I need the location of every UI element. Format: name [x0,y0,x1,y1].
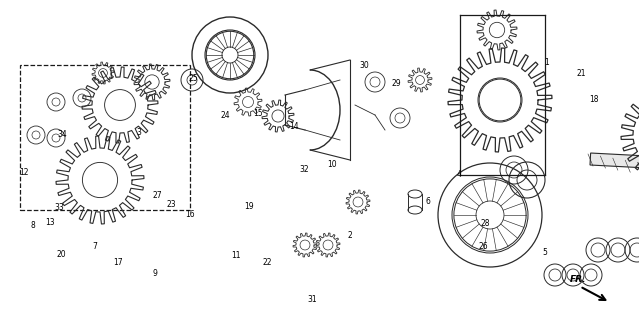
Text: 4: 4 [456,170,461,179]
Text: 32: 32 [299,165,309,174]
Text: 5: 5 [543,248,548,257]
Text: 7: 7 [92,242,97,251]
Text: 3: 3 [137,128,142,137]
Bar [20,65,190,210]
Text: 17: 17 [113,258,123,267]
Text: 22: 22 [263,258,272,267]
Text: 25: 25 [189,74,199,83]
Text: 8: 8 [31,221,36,230]
Text: FR.: FR. [569,275,586,284]
Text: 21: 21 [577,69,586,78]
Text: 24: 24 [220,111,230,120]
Text: 23: 23 [166,200,176,209]
Text: 26: 26 [479,242,489,251]
Text: 11: 11 [232,252,241,260]
Text: 1: 1 [544,58,549,67]
Text: 34: 34 [57,130,67,139]
Text: 19: 19 [244,202,254,211]
Text: 13: 13 [45,218,55,227]
Bar [590,153,639,184]
Text: 29: 29 [391,79,401,88]
Text: 20: 20 [56,250,66,259]
Text: 10: 10 [327,160,337,169]
Text: 9: 9 [153,269,158,278]
Text: 2: 2 [348,231,353,240]
Text: 28: 28 [481,220,490,228]
Text: 15: 15 [252,109,263,118]
Text: 12: 12 [20,168,29,177]
Text: 18: 18 [590,95,599,104]
Text: 27: 27 [152,191,162,200]
Text: 31: 31 [307,295,317,304]
Text: 30: 30 [359,61,369,70]
Text: 16: 16 [185,210,196,219]
Text: 14: 14 [289,122,299,131]
Text: 33: 33 [54,204,65,212]
Text: 6: 6 [426,197,431,206]
